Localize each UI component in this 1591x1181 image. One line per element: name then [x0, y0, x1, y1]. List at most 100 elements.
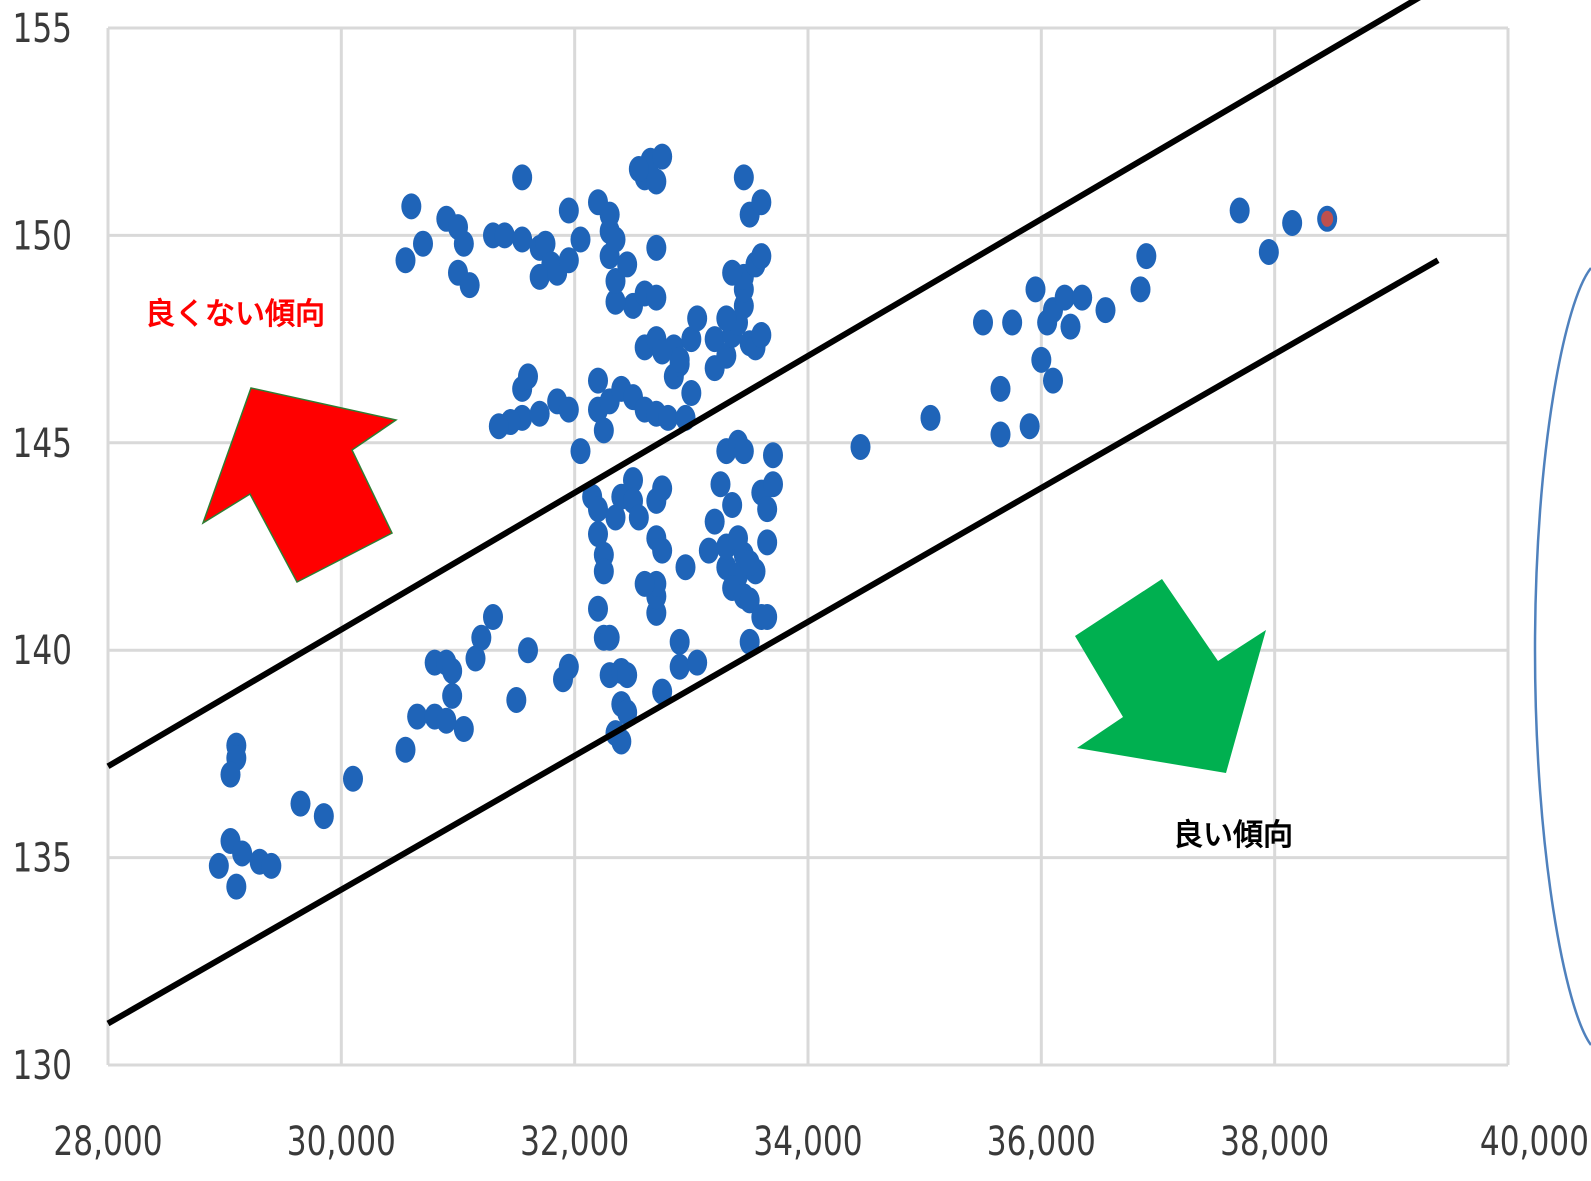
right-outline-arc	[1533, 267, 1591, 1046]
data-point	[605, 288, 626, 315]
data-point	[704, 355, 725, 382]
data-point	[535, 230, 556, 257]
data-point	[558, 247, 579, 274]
data-point	[529, 263, 550, 290]
data-point	[1031, 346, 1052, 373]
data-points	[208, 143, 1338, 900]
data-point	[453, 230, 474, 257]
data-point	[588, 367, 608, 394]
data-point	[763, 442, 783, 469]
data-point	[459, 272, 480, 299]
data-point	[558, 653, 579, 680]
data-point	[733, 164, 754, 191]
data-point	[751, 321, 772, 348]
data-point	[558, 396, 579, 423]
data-point	[1130, 276, 1151, 303]
data-point	[704, 326, 725, 353]
data-point	[646, 168, 667, 195]
data-point	[593, 417, 614, 444]
data-point	[1043, 367, 1063, 394]
y-axis-tick-labels: 130 135 140 145 150 155	[12, 6, 72, 1089]
data-point	[599, 201, 620, 228]
data-point	[698, 537, 719, 564]
data-point	[518, 637, 538, 664]
data-point	[605, 226, 626, 253]
data-point	[401, 193, 422, 220]
band-line-lower	[106, 257, 1440, 1027]
data-point	[436, 707, 457, 734]
data-point	[290, 790, 311, 817]
data-point	[617, 699, 638, 726]
data-point	[617, 662, 638, 689]
x-tick-label: 40,000	[1480, 1119, 1589, 1165]
data-point	[628, 156, 649, 183]
data-point	[617, 251, 638, 278]
data-point	[407, 703, 428, 730]
data-point	[669, 628, 690, 655]
data-point	[471, 624, 492, 651]
data-point	[739, 628, 760, 655]
data-point	[681, 380, 702, 407]
data-point	[570, 226, 591, 253]
x-tick-label: 28,000	[53, 1119, 162, 1165]
data-point	[529, 400, 550, 427]
better-trend-arrow	[1075, 579, 1266, 773]
data-point	[757, 496, 778, 523]
data-point	[220, 761, 241, 788]
data-point	[395, 736, 416, 763]
data-point	[588, 595, 608, 622]
data-point	[588, 496, 608, 523]
data-point	[1095, 297, 1116, 324]
data-point	[232, 840, 253, 867]
data-point	[465, 645, 486, 672]
data-point	[488, 413, 509, 440]
x-tick-label: 30,000	[287, 1119, 396, 1165]
data-point	[710, 471, 731, 498]
data-point	[1025, 276, 1046, 303]
data-point	[751, 243, 772, 270]
data-point	[733, 438, 754, 465]
data-point	[652, 537, 673, 564]
data-point	[570, 438, 591, 465]
data-point	[658, 404, 678, 431]
data-point	[413, 230, 433, 257]
data-point	[763, 471, 783, 498]
data-point	[512, 226, 533, 253]
data-point	[652, 475, 673, 502]
data-point	[226, 873, 247, 900]
data-point	[442, 682, 463, 709]
data-point	[1229, 197, 1250, 224]
data-point	[1258, 238, 1279, 265]
data-point	[623, 467, 643, 494]
data-point	[558, 197, 579, 224]
x-tick-label: 32,000	[520, 1119, 629, 1165]
x-tick-label: 34,000	[753, 1119, 862, 1165]
data-point	[1019, 413, 1040, 440]
y-tick-label: 155	[12, 6, 72, 52]
data-point	[646, 234, 667, 261]
better-trend-label: 良い傾向	[1173, 818, 1293, 853]
data-point	[593, 558, 614, 585]
data-point	[628, 504, 649, 531]
data-point	[395, 247, 416, 274]
y-tick-label: 130	[12, 1043, 72, 1089]
data-point	[990, 375, 1011, 402]
data-point	[990, 421, 1011, 448]
data-point	[920, 404, 941, 431]
data-point	[518, 363, 538, 390]
data-point	[1060, 313, 1081, 340]
data-point	[506, 686, 527, 713]
data-point	[704, 508, 725, 535]
data-point	[739, 587, 760, 614]
y-tick-label: 140	[12, 629, 72, 675]
y-tick-label: 150	[12, 214, 72, 260]
y-tick-label: 135	[12, 836, 72, 882]
data-point	[313, 803, 334, 830]
data-point	[850, 433, 871, 460]
data-point	[681, 326, 702, 353]
data-point	[494, 222, 515, 249]
data-point	[716, 305, 737, 332]
data-point	[687, 649, 708, 676]
x-tick-label: 36,000	[987, 1119, 1096, 1165]
